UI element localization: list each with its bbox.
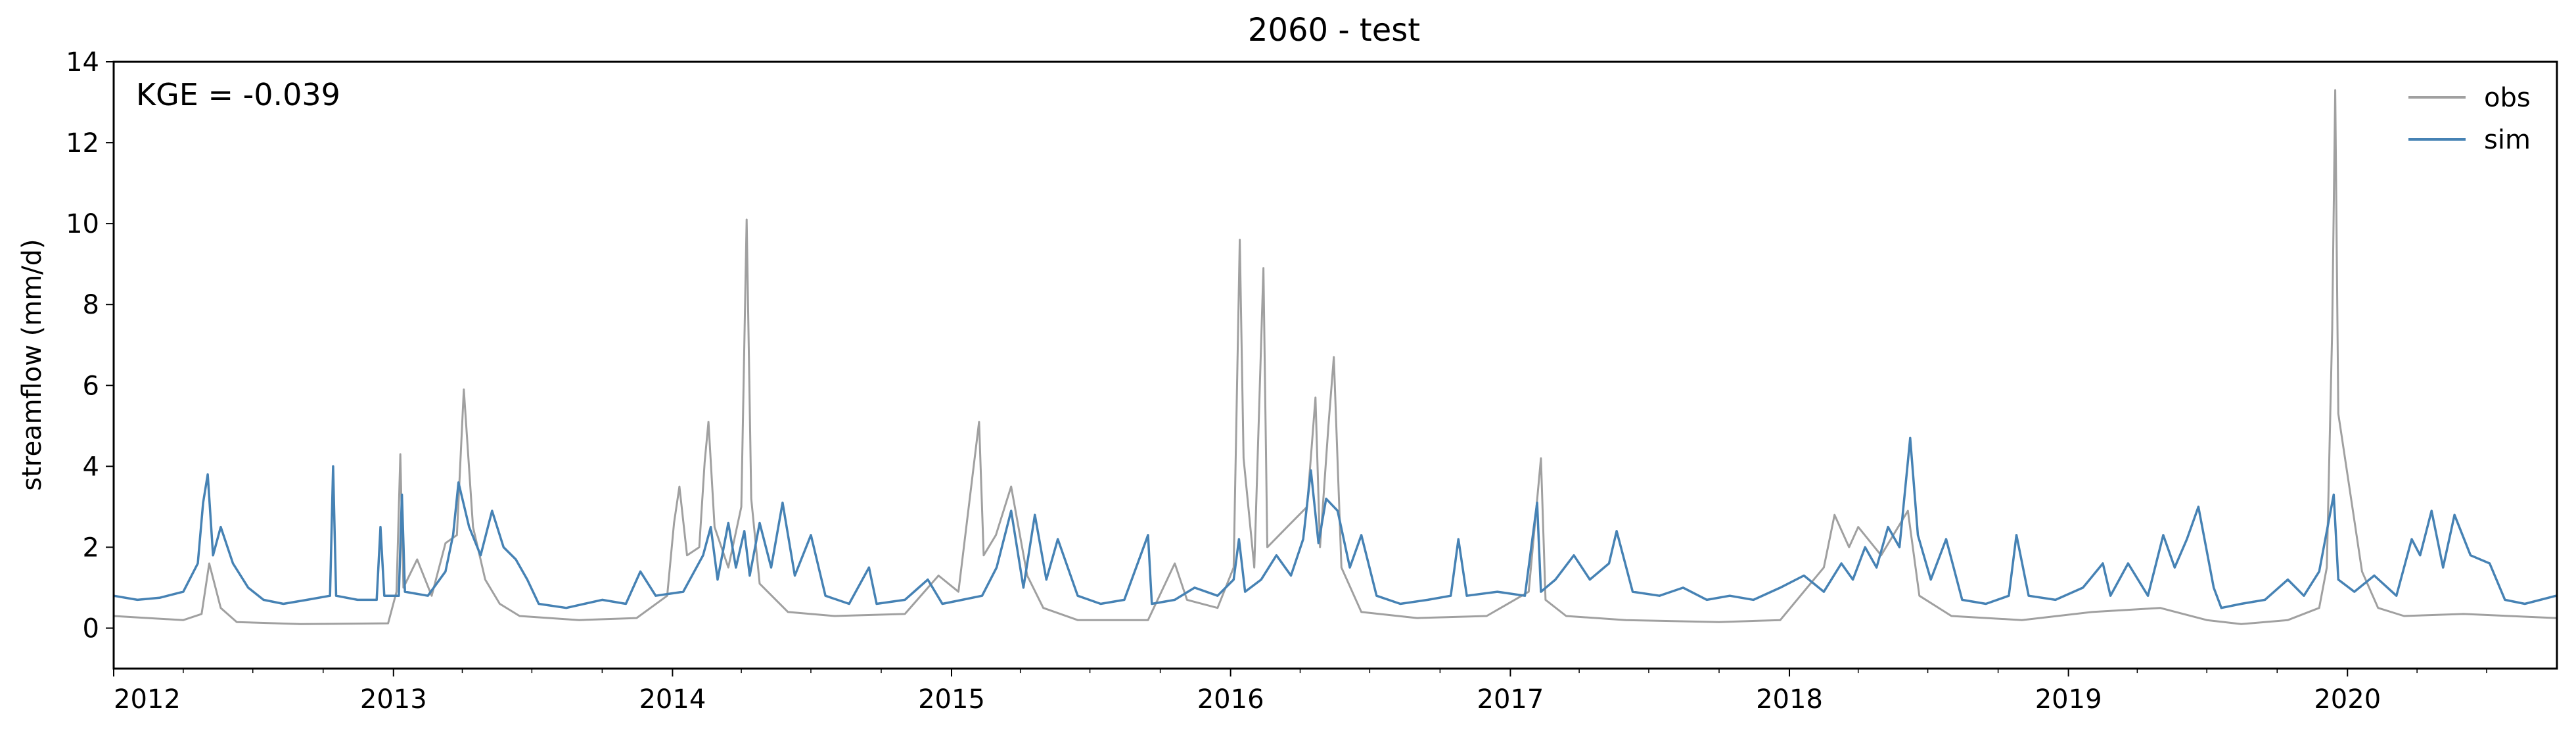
legend: obs sim [2408,83,2531,155]
x-tick-label: 2016 [1197,684,1264,715]
axes: 0 2 4 6 8 10 12 14 2012 2013 2014 2015 2016 2017 2018 2… [66,47,2487,715]
y-tick-label: 0 [83,613,99,644]
x-tick-label: 2015 [918,684,985,715]
series-line-sim [113,437,2557,609]
y-tick-label: 14 [66,47,99,78]
x-tick-label: 2014 [639,684,706,715]
y-tick-label: 2 [83,533,99,563]
x-tick-label: 2017 [1477,684,1544,715]
y-tick-label: 10 [66,209,99,239]
y-tick-label: 4 [83,452,99,482]
series-line-obs [113,89,2556,625]
chart-title: 2060 - test [1248,12,1420,49]
x-tick-label: 2019 [2035,684,2102,715]
y-tick-label: 6 [83,371,99,401]
y-tick-label: 8 [83,290,99,320]
plot-frame [112,60,2558,670]
legend-sim-label: sim [2484,125,2531,155]
x-tick-label: 2018 [1756,684,1823,715]
x-tick-label: 2020 [2314,684,2381,715]
x-tick-label: 2012 [114,684,181,715]
legend-obs-label: obs [2484,83,2531,113]
y-tick-label: 12 [66,128,99,158]
y-axis-label: streamflow (mm/d) [17,239,47,490]
x-tick-label: 2013 [360,684,427,715]
plot-area [113,89,2557,625]
kge-annotation: KGE = -0.039 [136,77,340,112]
